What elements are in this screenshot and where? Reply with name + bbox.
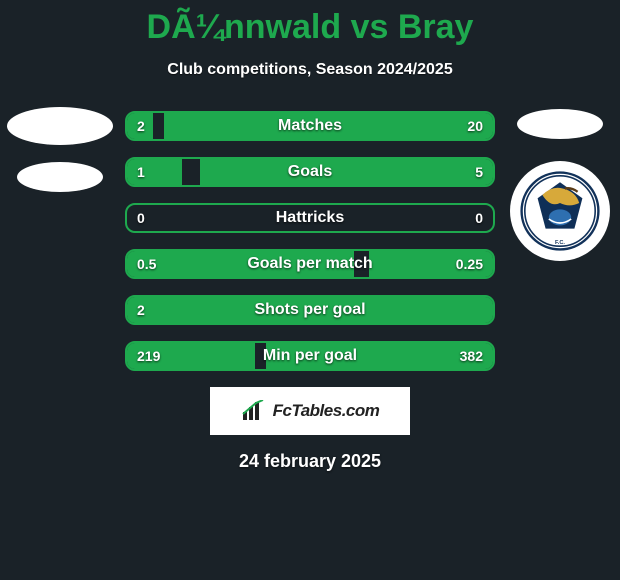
date-label: 24 february 2025: [0, 451, 620, 472]
stat-row: 15Goals: [125, 157, 495, 187]
avatar-right-1: [517, 109, 603, 139]
stat-label: Hattricks: [127, 205, 493, 231]
stats-area: F.C. 220Matches 15Goals 00Hattricks 0.50.25…: [0, 111, 620, 371]
page-title: DÃ¼nnwald vs Bray: [0, 0, 620, 47]
stat-label: Min per goal: [127, 343, 493, 369]
footer-label: FcTables.com: [273, 401, 380, 421]
stat-label: Shots per goal: [127, 297, 493, 323]
stat-label: Goals per match: [127, 251, 493, 277]
stat-row: 220Matches: [125, 111, 495, 141]
stat-rows: 220Matches 15Goals 00Hattricks 0.50.25Goals…: [125, 111, 495, 371]
stat-row: 00Hattricks: [125, 203, 495, 233]
svg-text:F.C.: F.C.: [555, 240, 565, 246]
avatar-left-1: [7, 107, 113, 145]
footer-badge: FcTables.com: [210, 387, 410, 435]
avatar-left-2: [17, 162, 103, 192]
stat-label: Matches: [127, 113, 493, 139]
stat-row: 0.50.25Goals per match: [125, 249, 495, 279]
stat-label: Goals: [127, 159, 493, 185]
stat-row: 2Shots per goal: [125, 295, 495, 325]
page-subtitle: Club competitions, Season 2024/2025: [0, 61, 620, 79]
stat-row: 219382Min per goal: [125, 341, 495, 371]
team-badge-right: F.C.: [510, 161, 610, 261]
chart-icon: [241, 400, 267, 422]
club-crest-icon: F.C.: [520, 171, 600, 251]
